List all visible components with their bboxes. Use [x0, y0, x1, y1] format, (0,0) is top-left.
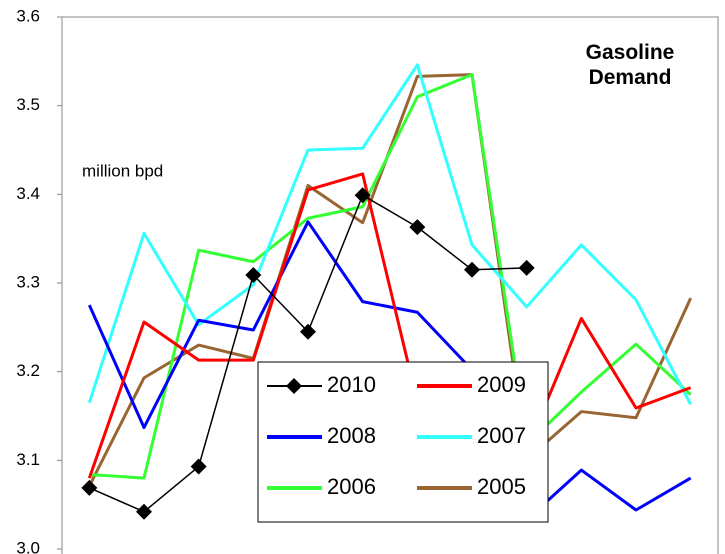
- data-point: [464, 261, 480, 278]
- legend: 2010 2009 2008 2007 2006 2005: [257, 361, 549, 523]
- y-tick-label: 3.3: [16, 272, 40, 291]
- y-tick-label: 3.6: [16, 6, 40, 25]
- data-point: [81, 479, 98, 496]
- y-tick-label: 3.1: [16, 450, 40, 469]
- y-tick-label: 3.5: [16, 95, 40, 114]
- annotation: million bpd: [82, 161, 163, 180]
- y-tick-label: 3.4: [16, 184, 40, 203]
- data-point: [300, 323, 316, 340]
- legend-label: 2005: [477, 474, 526, 499]
- legend-label: 2009: [477, 372, 526, 397]
- y-tick-label: 3.2: [16, 361, 40, 380]
- data-point: [190, 458, 207, 475]
- data-point: [354, 187, 371, 204]
- chart-title: Gasoline Demand: [585, 41, 675, 89]
- series-line: [89, 73, 692, 480]
- series-line: [87, 220, 692, 522]
- data-point: [245, 267, 262, 284]
- series-line: [87, 172, 692, 479]
- legend-label: 2010: [327, 372, 376, 397]
- data-point: [409, 219, 426, 236]
- legend-label: 2007: [477, 423, 526, 448]
- legend-box: [257, 361, 549, 523]
- legend-label: 2008: [327, 423, 376, 448]
- legend-label: 2006: [327, 474, 376, 499]
- data-point: [518, 259, 535, 276]
- data-point: [136, 503, 152, 520]
- legend-marker: [286, 378, 302, 394]
- series-line: [87, 63, 692, 406]
- y-tick-label: 3.0: [16, 538, 40, 554]
